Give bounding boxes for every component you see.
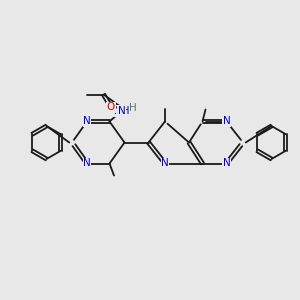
Text: N: N	[161, 158, 169, 169]
Text: N: N	[118, 106, 125, 116]
Text: O: O	[107, 102, 115, 112]
Text: H: H	[129, 103, 137, 113]
Text: N: N	[223, 158, 230, 169]
Text: H: H	[129, 103, 137, 113]
Text: N: N	[83, 158, 91, 169]
Text: N: N	[83, 116, 91, 127]
Text: N: N	[223, 116, 230, 127]
Text: NH: NH	[114, 106, 129, 116]
